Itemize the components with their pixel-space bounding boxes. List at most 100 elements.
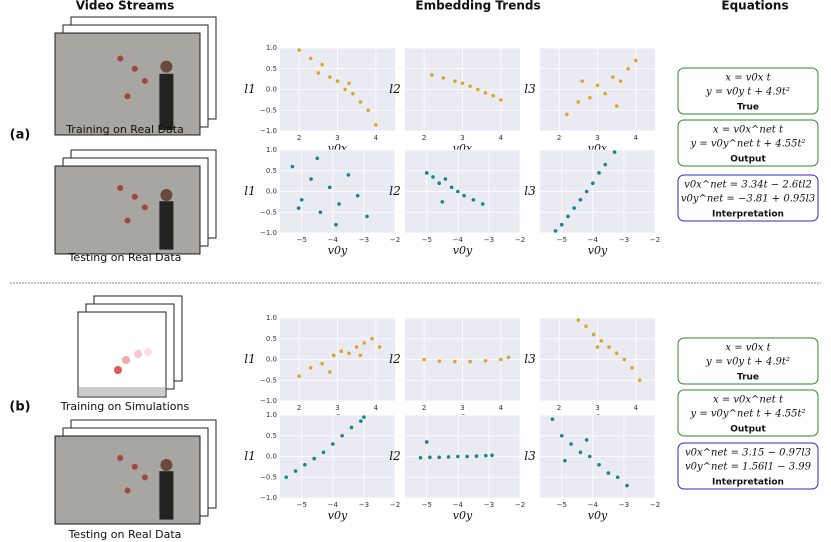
x-tick-label: 3: [335, 404, 339, 412]
person-head: [160, 459, 173, 472]
video-caption: Testing on Real Data: [68, 251, 182, 264]
point: [331, 353, 336, 358]
point: [437, 181, 441, 185]
y-tick-label: −1.0: [260, 229, 277, 237]
point: [374, 122, 378, 127]
point: [366, 108, 370, 113]
x-axis-label: v0y: [328, 509, 348, 522]
section-label: (b): [9, 400, 30, 415]
x-tick-label: 4: [634, 404, 639, 412]
point: [597, 463, 601, 467]
point: [618, 79, 623, 83]
point: [622, 357, 627, 362]
x-tick-label: 2: [297, 404, 301, 412]
point: [358, 100, 363, 104]
y-tick-label: 0.0: [266, 453, 277, 461]
point: [468, 359, 472, 364]
point: [468, 84, 472, 88]
point: [580, 79, 584, 83]
point: [634, 58, 638, 63]
x-tick-label: 2: [422, 134, 426, 142]
point: [297, 48, 301, 52]
point: [440, 200, 445, 204]
equation-caption: Interpretation: [712, 478, 784, 488]
x-tick-label: 4: [634, 134, 639, 142]
point: [424, 440, 429, 444]
sim-ball: [134, 350, 142, 358]
equation-line: x = v0x^net t: [713, 125, 784, 136]
wall-shade: [56, 437, 199, 523]
equation-box: [677, 174, 819, 222]
point: [553, 229, 558, 233]
equation-caption: Output: [730, 155, 766, 165]
x-tick-label: −3: [619, 236, 629, 244]
y-axis-label: l2: [389, 184, 400, 198]
equation-line: y = v0y^net t + 4.55t²: [689, 409, 805, 420]
point: [456, 189, 460, 194]
equation-line: v0y^net = −3.81 + 0.95l3: [681, 194, 815, 205]
point: [597, 171, 601, 175]
equation-box: [677, 337, 819, 385]
person: [159, 201, 174, 250]
x-tick-label: −3: [619, 501, 629, 509]
y-axis-label: l2: [389, 352, 400, 366]
x-axis-label: v0y: [453, 509, 473, 522]
point: [599, 339, 604, 343]
point: [550, 417, 555, 421]
point: [320, 62, 324, 67]
point: [334, 222, 338, 227]
y-tick-label: −0.5: [260, 376, 277, 384]
point: [441, 76, 446, 80]
point: [284, 475, 289, 480]
point: [471, 198, 476, 202]
x-tick-label: −2: [515, 501, 525, 509]
point: [483, 358, 488, 363]
x-tick-label: −2: [390, 236, 400, 244]
point: [612, 150, 617, 154]
y-tick-label: −0.5: [260, 106, 277, 114]
point: [611, 75, 615, 79]
point: [303, 463, 307, 467]
point: [559, 222, 564, 227]
y-tick-label: −1.0: [260, 397, 277, 405]
y-axis-label: l3: [524, 449, 536, 463]
point: [603, 162, 608, 167]
point: [476, 87, 480, 92]
point: [587, 454, 592, 459]
x-tick-label: −4: [588, 236, 599, 244]
point: [355, 193, 360, 198]
y-tick-label: 1.0: [266, 44, 277, 52]
equation-line: v0y^net = 1.56l1 − 3.99: [685, 462, 812, 473]
ball: [141, 474, 148, 481]
x-tick-label: −4: [328, 501, 339, 509]
point: [595, 345, 600, 349]
y-axis-label: l2: [389, 82, 400, 96]
ball: [117, 55, 124, 62]
y-axis-label: l3: [524, 352, 536, 366]
y-tick-label: 0.0: [266, 188, 277, 196]
point: [576, 318, 581, 322]
y-axis-label: l1: [244, 184, 255, 198]
point: [328, 370, 332, 374]
point: [607, 345, 611, 349]
point: [462, 193, 466, 198]
point: [370, 336, 374, 341]
equation-caption: Interpretation: [712, 210, 784, 220]
person-head: [160, 60, 173, 73]
header-trends: Embedding Trends: [415, 0, 540, 13]
ball: [124, 217, 131, 224]
point: [297, 374, 301, 378]
y-axis-label: l1: [244, 449, 255, 463]
point: [569, 442, 573, 446]
point: [318, 210, 323, 215]
point: [424, 171, 429, 175]
point: [490, 453, 494, 458]
x-tick-label: 3: [595, 404, 599, 412]
section-label: (a): [10, 128, 31, 143]
point: [484, 453, 488, 458]
point: [565, 112, 569, 117]
point: [584, 189, 589, 194]
point: [460, 81, 465, 86]
ball: [117, 455, 124, 461]
